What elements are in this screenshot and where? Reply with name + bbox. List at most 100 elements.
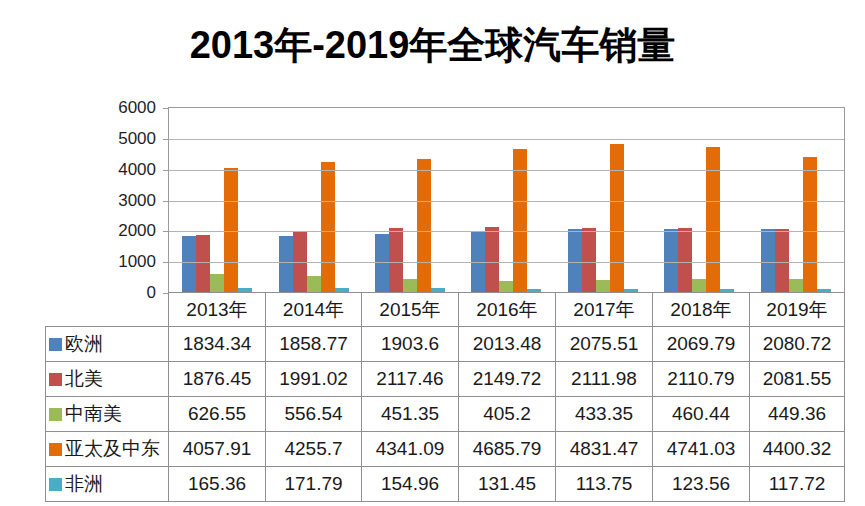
value-cell: 556.54 (266, 397, 362, 432)
table-row: 亚太及中东 4057.914255.74341.094685.794831.474… (46, 432, 845, 467)
value-cell: 405.2 (459, 397, 556, 432)
legend-cell: 非洲 (46, 467, 169, 502)
bar (403, 279, 417, 293)
y-tick-mark (163, 108, 168, 109)
value-cell: 1834.34 (169, 327, 266, 362)
y-tick-label: 0 (84, 284, 156, 301)
plot-area (168, 107, 845, 294)
y-tick-label: 6000 (84, 99, 156, 116)
y-tick-label: 1000 (84, 253, 156, 270)
value-cell: 131.45 (459, 467, 556, 502)
bar (568, 229, 582, 293)
bar (678, 228, 692, 293)
chart-page: 2013年-2019年全球汽车销量 2013年2014年2015年2016年20… (0, 0, 865, 506)
value-cell: 1858.77 (266, 327, 362, 362)
value-cell: 2080.72 (750, 327, 845, 362)
bar (389, 228, 403, 293)
value-cell: 113.75 (556, 467, 653, 502)
value-cell: 2117.46 (362, 362, 459, 397)
category-header-cell: 2015年 (362, 293, 459, 327)
bar (307, 276, 321, 293)
legend-color-swatch-icon (49, 338, 62, 351)
y-gridline (169, 201, 844, 202)
bar (210, 274, 224, 293)
table-row: 欧洲 1834.341858.771903.62013.482075.512069… (46, 327, 845, 362)
category-header-cell: 2014年 (266, 293, 362, 327)
value-cell: 4685.79 (459, 432, 556, 467)
chart-title: 2013年-2019年全球汽车销量 (0, 20, 865, 71)
legend-color-swatch-icon (49, 373, 62, 386)
y-tick-mark (163, 262, 168, 263)
bar (803, 157, 817, 293)
table-row: 非洲165.36171.79154.96131.45113.75123.5611… (46, 467, 845, 502)
category-header-cell: 2019年 (750, 293, 845, 327)
series-name-label: 北美 (65, 368, 103, 389)
legend-cell: 北美 (46, 362, 169, 397)
category-header-cell: 2017年 (556, 293, 653, 327)
legend-cell: 欧洲 (46, 327, 169, 362)
bar (485, 227, 499, 293)
value-cell: 1903.6 (362, 327, 459, 362)
category-header-cell: 2013年 (169, 293, 266, 327)
value-cell: 2013.48 (459, 327, 556, 362)
value-cell: 171.79 (266, 467, 362, 502)
value-cell: 2075.51 (556, 327, 653, 362)
bar (182, 236, 196, 293)
bar (761, 229, 775, 293)
value-cell: 4741.03 (653, 432, 750, 467)
bar (775, 229, 789, 293)
value-cell: 4255.7 (266, 432, 362, 467)
series-name-label: 中南美 (65, 403, 122, 424)
value-cell: 2149.72 (459, 362, 556, 397)
y-gridline (169, 139, 844, 140)
value-cell: 154.96 (362, 467, 459, 502)
y-gridline (169, 231, 844, 232)
bar (610, 144, 624, 293)
bar (692, 279, 706, 293)
value-cell: 2069.79 (653, 327, 750, 362)
value-cell: 626.55 (169, 397, 266, 432)
value-cell: 2081.55 (750, 362, 845, 397)
value-cell: 2110.79 (653, 362, 750, 397)
value-cell: 2111.98 (556, 362, 653, 397)
bar (196, 235, 210, 293)
value-cell: 451.35 (362, 397, 459, 432)
bar (664, 229, 678, 293)
series-name-label: 亚太及中东 (65, 438, 160, 459)
legend-color-swatch-icon (49, 478, 62, 491)
value-cell: 4057.91 (169, 432, 266, 467)
value-cell: 460.44 (653, 397, 750, 432)
y-tick-label: 4000 (84, 160, 156, 177)
legend-color-swatch-icon (49, 443, 62, 456)
y-tick-mark (163, 201, 168, 202)
table-row: 中南美626.55556.54451.35405.2433.35460.4444… (46, 397, 845, 432)
table-row: 北美 1876.451991.022117.462149.722111.98211… (46, 362, 845, 397)
table-body: 2013年2014年2015年2016年2017年2018年2019年欧洲 183… (46, 293, 845, 502)
value-cell: 1991.02 (266, 362, 362, 397)
y-gridline (169, 262, 844, 263)
y-gridline (169, 170, 844, 171)
legend-color-swatch-icon (49, 408, 62, 421)
value-cell: 4341.09 (362, 432, 459, 467)
value-cell: 433.35 (556, 397, 653, 432)
y-tick-label: 3000 (84, 191, 156, 208)
bar (789, 279, 803, 293)
value-cell: 4831.47 (556, 432, 653, 467)
table-header-row: 2013年2014年2015年2016年2017年2018年2019年 (46, 293, 845, 327)
value-cell: 117.72 (750, 467, 845, 502)
bar (375, 234, 389, 293)
legend-cell: 中南美 (46, 397, 169, 432)
category-header-cell: 2018年 (653, 293, 750, 327)
category-header-cell: 2016年 (459, 293, 556, 327)
value-cell: 1876.45 (169, 362, 266, 397)
bar (417, 159, 431, 293)
y-tick-mark (163, 139, 168, 140)
legend-cell: 亚太及中东 (46, 432, 169, 467)
series-name-label: 欧洲 (65, 333, 103, 354)
value-cell: 165.36 (169, 467, 266, 502)
bar (321, 162, 335, 293)
y-tick-mark (163, 170, 168, 171)
y-tick-label: 5000 (84, 129, 156, 146)
data-table: 2013年2014年2015年2016年2017年2018年2019年欧洲 183… (45, 292, 845, 502)
bar (582, 228, 596, 293)
